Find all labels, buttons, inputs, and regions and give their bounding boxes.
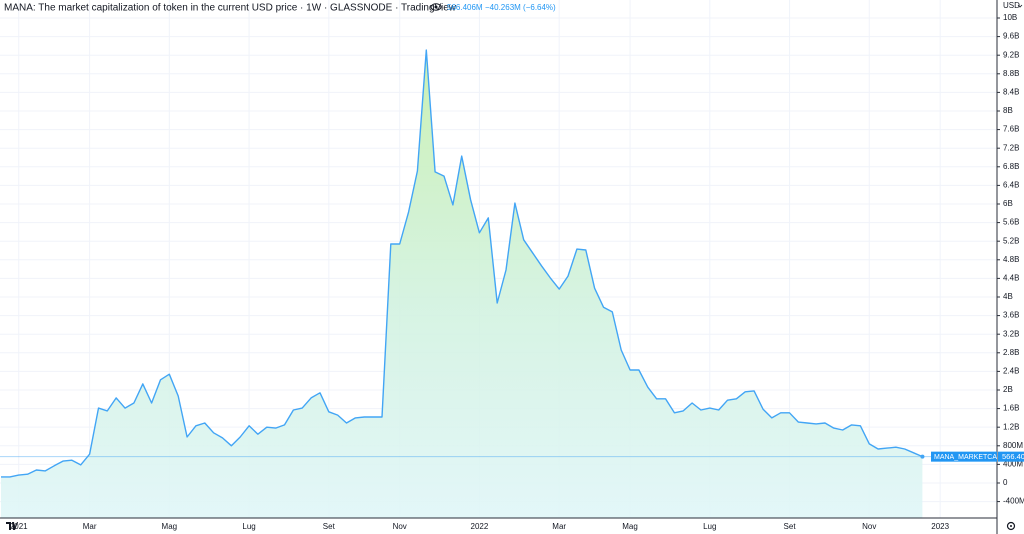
x-tick-label: Mar [552,522,566,531]
y-tick-label: 8.4B [1003,88,1019,97]
y-tick-label: 8B [1003,106,1013,115]
y-tick-label: 9.6B [1003,32,1019,41]
tv-logo [6,521,18,531]
y-tick-label: 4B [1003,292,1013,301]
y-tick-label: 10B [1003,13,1017,22]
y-tick-label: 8.8B [1003,69,1019,78]
y-tick-label: 3.2B [1003,329,1019,338]
y-tick-label: 400M [1003,459,1023,468]
x-tick-label: Mag [622,522,638,531]
x-tick-label: 2023 [931,522,949,531]
x-tick-label: Mar [83,522,97,531]
x-tick-label: Set [784,522,797,531]
settings-icon[interactable] [1006,521,1016,531]
y-tick-label: 5.6B [1003,218,1019,227]
y-tick-label: 7.6B [1003,125,1019,134]
area-fill [1,50,923,518]
currency-arrow[interactable] [1017,4,1023,8]
x-tick-label: Lug [703,522,716,531]
y-tick-label: 800M [1003,441,1023,450]
y-tick-label: 2.4B [1003,366,1019,375]
y-tick-label: 3.6B [1003,311,1019,320]
legend-value: 566.406M [447,3,483,12]
y-tick-label: 6B [1003,199,1013,208]
price-tag [998,451,1024,462]
x-tick-label: Lug [242,522,255,531]
price-tag-label: 566.406M [1002,452,1024,461]
x-tick-label: Set [323,522,336,531]
y-tick-label: 1.2B [1003,422,1019,431]
y-tick-label: 7.2B [1003,143,1019,152]
x-tick-label: Mag [162,522,178,531]
legend-change: −40.263M (−6.64%) [485,3,556,12]
y-tick-label: 0 [1003,478,1008,487]
y-tick-label: 5.2B [1003,236,1019,245]
series-name: MANA_MARKETCAP [934,454,1002,461]
x-tick-label: 2022 [471,522,489,531]
y-tick-label: 9.2B [1003,50,1019,59]
chart-title: MANA: The market capitalization of token… [4,3,457,14]
x-tick-label: 2021 [10,522,28,531]
series-line [1,49,923,478]
y-tick-label: 2.8B [1003,348,1019,357]
y-tick-label: 2B [1003,385,1013,394]
series-name-tag [931,451,997,462]
y-tick-label: 6.8B [1003,162,1019,171]
y-tick-label: 4.8B [1003,255,1019,264]
eye-icon[interactable] [430,3,442,11]
y-tick-label: 6.4B [1003,181,1019,190]
x-tick-label: Nov [862,522,876,531]
last-point [920,454,925,459]
y-tick-label: -400M [1003,497,1024,506]
x-tick-label: Nov [393,522,407,531]
currency-label: USD [1003,1,1020,10]
y-tick-label: 4.4B [1003,273,1019,282]
y-tick-label: 1.6B [1003,404,1019,413]
